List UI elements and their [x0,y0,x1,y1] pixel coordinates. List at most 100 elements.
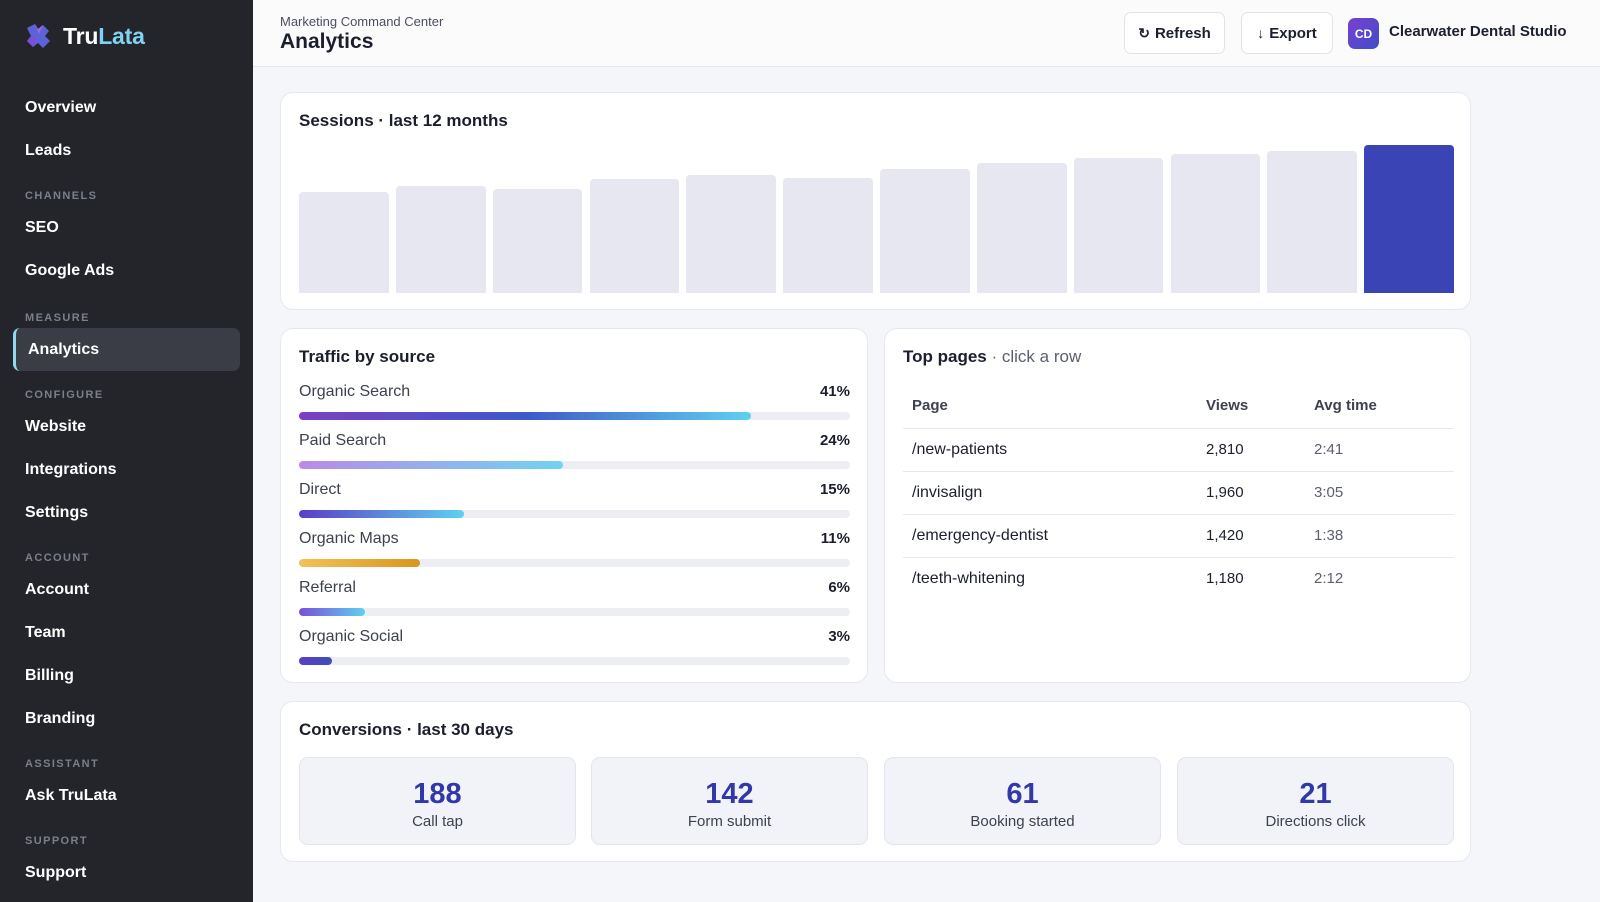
table-header-row: Page Views Avg time [903,384,1454,429]
session-bar[interactable] [1170,153,1261,293]
page-path-cell: /new-patients [903,428,1197,472]
export-button[interactable]: ↓ Export [1241,12,1333,54]
page-path-cell: /invisalign [903,471,1197,515]
conversion-value: 142 [705,778,754,810]
sidebar: TruLata Overview Leads CHANNELS SEO Goog… [0,0,253,902]
traffic-source-label: Referral [299,579,356,596]
sidebar-item-branding[interactable]: Branding [25,710,96,727]
traffic-source-label: Organic Maps [299,530,399,547]
traffic-bar-track [299,657,850,665]
sidebar-item-integrations[interactable]: Integrations [25,461,117,478]
session-bar[interactable] [1073,158,1164,293]
sessions-card: Sessions · last 12 months [280,92,1471,310]
sidebar-item-ask-trulata[interactable]: Ask TruLata [25,787,117,804]
session-bar[interactable] [783,177,873,293]
sidebar-item-website[interactable]: Website [25,418,87,435]
sidebar-nav: Overview Leads CHANNELS SEO Google Ads M… [0,64,253,894]
sidebar-item-analytics[interactable]: Analytics [13,328,240,371]
download-arrow-icon: ↓ [1257,25,1265,41]
conversion-value: 188 [413,778,462,810]
page-views-cell: 1,180 [1206,570,1244,588]
session-bar[interactable] [589,179,680,293]
refresh-button[interactable]: ↻ Refresh [1124,12,1225,54]
sidebar-item-billing[interactable]: Billing [25,667,74,684]
sessions-bar-chart [299,145,1454,293]
refresh-button-label: Refresh [1154,24,1211,42]
sidebar-item-google-ads[interactable]: Google Ads [25,262,115,279]
conversion-tiles: 188 Call tap 142 Form submit 61 Booking … [299,757,1454,845]
traffic-bar-track [299,412,850,420]
sidebar-item-team[interactable]: Team [25,624,66,641]
conversion-label: Form submit [687,813,772,830]
top-pages-card: Top pages · click a row Page Views Avg t… [884,328,1471,683]
session-bar[interactable] [686,174,777,293]
session-bar[interactable] [880,168,970,293]
column-header-views[interactable]: Views [1197,384,1305,429]
traffic-bar-fill [299,559,421,567]
table-row[interactable]: /new-patients 2,810 2:41 [903,428,1454,472]
traffic-source-percent: 6% [828,579,850,596]
page-views-cell: 2,810 [1197,428,1305,472]
page-avg-time-cell: 1:38 [1305,514,1454,558]
conversion-label: Directions click [1265,813,1366,830]
session-bar[interactable] [395,186,486,293]
traffic-source-percent: 24% [819,432,850,449]
conversion-label: Booking started [970,813,1075,830]
sidebar-section-assistant: ASSISTANT [25,758,100,770]
traffic-source-percent: 41% [819,383,850,400]
page-avg-time-cell: 3:05 [1305,471,1454,515]
org-name[interactable]: Clearwater Dental Studio [1389,23,1567,40]
traffic-source-percent: 11% [820,530,850,547]
brand-name: TruLata [63,23,145,50]
conversion-tile-booking-started: 61 Booking started [884,757,1161,845]
sessions-title: Sessions · last 12 months [299,111,508,130]
page-title: Analytics [280,30,374,53]
sidebar-section-measure: MEASURE [25,312,90,324]
sidebar-item-support[interactable]: Support [25,864,87,881]
traffic-bar-fill [299,657,333,665]
brand-name-part1: Tru [63,22,99,49]
refresh-icon: ↻ [1138,24,1150,41]
session-bar[interactable] [1364,145,1454,293]
sidebar-item-account[interactable]: Account [25,581,89,598]
brand[interactable]: TruLata [24,22,145,50]
sidebar-item-settings[interactable]: Settings [25,504,89,521]
top-pages-hint: · click a row [991,347,1082,366]
traffic-title: Traffic by source [299,347,436,366]
top-pages-title: Top pages · click a row [903,347,1081,367]
sidebar-section-support: SUPPORT [25,835,88,847]
conversion-value: 61 [1006,778,1039,810]
page-views-cell: 1,420 [1197,514,1305,558]
traffic-bar-fill [299,608,366,616]
session-bar[interactable] [492,189,583,293]
traffic-by-source-card: Traffic by source Organic Search 41% Paid … [280,328,868,683]
traffic-source-percent: 3% [828,628,850,645]
sidebar-section-channels: CHANNELS [25,190,98,202]
table-row[interactable]: /teeth-whitening 1,180 2:12 [903,557,1454,600]
traffic-source-row: Paid Search 24% [299,432,850,472]
page-avg-time-cell: 2:12 [1314,570,1344,588]
traffic-bar-track [299,608,850,616]
traffic-bar-fill [299,510,465,518]
conversion-tile-form-submit: 142 Form submit [591,757,868,845]
sidebar-item-seo[interactable]: SEO [25,219,59,236]
traffic-source-row: Organic Social 3% [299,628,850,668]
export-button-label: Export [1269,24,1317,42]
session-bar[interactable] [299,192,389,293]
conversions-title: Conversions · last 30 days [299,720,514,739]
conversions-card: Conversions · last 30 days 188 Call tap … [280,701,1471,862]
table-row[interactable]: /emergency-dentist 1,420 1:38 [903,514,1454,558]
table-row[interactable]: /invisalign 1,960 3:05 [903,471,1454,515]
sidebar-item-overview[interactable]: Overview [25,99,97,116]
org-avatar[interactable]: CD [1348,18,1379,49]
column-header-avg-time[interactable]: Avg time [1305,384,1454,429]
sidebar-item-leads[interactable]: Leads [25,142,72,159]
page-path-cell: /emergency-dentist [903,514,1197,558]
traffic-source-row: Referral 6% [299,579,850,619]
puzzle-logo-icon [27,24,50,48]
column-header-page[interactable]: Page [903,384,1197,429]
conversion-tile-call-tap: 188 Call tap [299,757,576,845]
traffic-source-label: Direct [299,481,341,498]
session-bar[interactable] [1267,150,1358,293]
session-bar[interactable] [976,162,1067,293]
